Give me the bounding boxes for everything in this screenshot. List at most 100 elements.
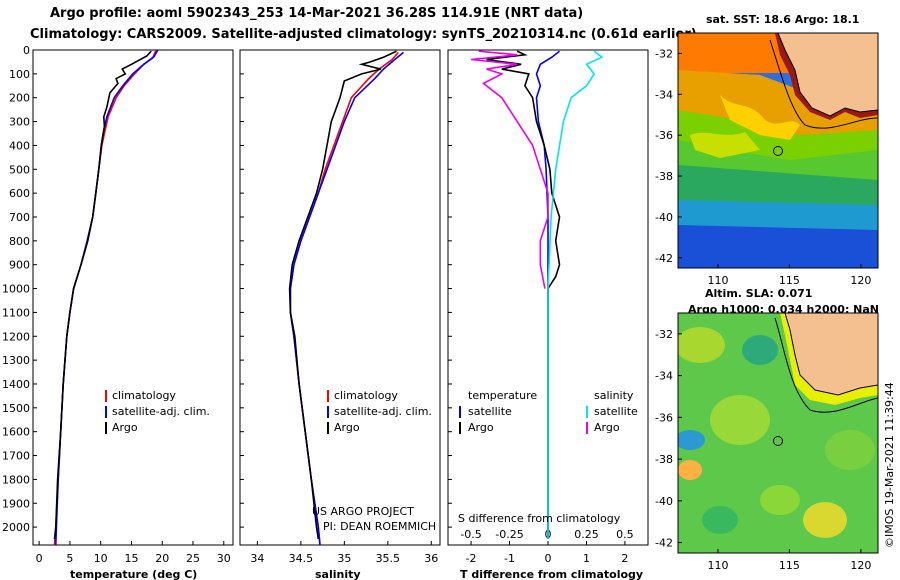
depth-tick-label: 1300 — [2, 354, 30, 367]
depth-tick-label: 1500 — [2, 402, 30, 415]
depth-tick-label: 400 — [9, 139, 30, 152]
legend-temperature-heading: temperature — [468, 389, 537, 402]
depth-tick-label: 1100 — [2, 306, 30, 319]
depth-tick-label: 1900 — [2, 497, 30, 510]
depth-tick-label: 900 — [9, 259, 30, 272]
series-line-argo-temperature- — [486, 50, 561, 539]
lon-tick-label: 120 — [850, 559, 871, 572]
salinity-panel-frame — [239, 49, 441, 546]
lon-tick-label: 120 — [850, 274, 871, 287]
series-line-argo — [53, 50, 152, 540]
legend-t-argo: Argo — [468, 421, 494, 434]
legend-satellite: satellite-adj. clim. — [112, 405, 210, 418]
depth-tick-label: 300 — [9, 116, 30, 129]
depth-tick-label: 1800 — [2, 473, 30, 486]
depth-tick-label: 800 — [9, 235, 30, 248]
difference-series — [471, 50, 604, 539]
series-line-climatology — [289, 51, 399, 545]
legend-salinity-heading: salinity — [594, 389, 634, 402]
s-tick-label: 0.25 — [574, 528, 599, 541]
x-tick-label: 5 — [66, 552, 73, 565]
legend-s-satellite: satellite — [594, 405, 638, 418]
sst-map-frame — [677, 32, 879, 269]
depth-tick-label: 1000 — [2, 283, 30, 296]
lat-tick-label: -40 — [655, 211, 673, 224]
x-tick-label: 35.5 — [376, 552, 401, 565]
temperature-x-axis: 0 5 10 15 20 25 30 — [36, 541, 231, 565]
x-tick-label: -2 — [466, 552, 477, 565]
x-tick-label: 0 — [36, 552, 43, 565]
depth-axis: 0 100 200 300 400 500 600 700 800 900 1000 1100 1200… — [2, 44, 452, 534]
depth-tick-label: 1200 — [2, 330, 30, 343]
s-tick-label: 0.5 — [616, 528, 634, 541]
legend-satellite: satellite-adj. clim. — [334, 405, 432, 418]
sla-map — [678, 313, 878, 553]
lat-tick-label: -36 — [655, 129, 673, 142]
x-tick-label: 35 — [337, 552, 351, 565]
depth-tick-label: 200 — [9, 92, 30, 105]
lon-tick-label: 115 — [779, 274, 800, 287]
sla-lon-axis: 110 115 120 — [708, 549, 871, 572]
depth-tick-label: 2000 — [2, 521, 30, 534]
difference-s-axis: -0.5 -0.25 0 0.25 0.5 — [460, 528, 633, 541]
depth-tick-label: 700 — [9, 211, 30, 224]
legend-argo: Argo — [334, 421, 360, 434]
sla-lat-axis: -32 -34 -36 -38 -40 -42 — [655, 328, 682, 550]
lat-tick-label: -42 — [655, 537, 673, 550]
lat-tick-label: -34 — [655, 370, 673, 383]
difference-legend: temperature salinity satellite Argo sate… — [459, 389, 638, 434]
lat-tick-label: -38 — [655, 170, 673, 183]
lat-tick-label: -36 — [655, 411, 673, 424]
sst-map-title: sat. SST: 18.6 Argo: 18.1 — [706, 13, 859, 26]
sst-argo-location-marker — [773, 146, 783, 156]
depth-tick-label: 1700 — [2, 450, 30, 463]
x-tick-label: 20 — [155, 552, 169, 565]
sst-map — [678, 33, 878, 268]
title-line-2: Climatology: CARS2009. Satellite-adjuste… — [30, 27, 697, 42]
series-line-argo — [288, 50, 397, 540]
lat-tick-label: -32 — [655, 328, 673, 341]
x-tick-label: 36 — [424, 552, 438, 565]
legend-s-argo: Argo — [594, 421, 620, 434]
temperature-panel-frame — [32, 49, 234, 546]
legend-argo: Argo — [112, 421, 138, 434]
timestamp: ©IMOS 19-Mar-2021 11:39:44 — [883, 382, 896, 548]
salinity-series — [288, 50, 405, 545]
series-line-argo-salinity- — [471, 50, 549, 289]
lat-tick-label: -32 — [655, 47, 673, 60]
legend-climatology: climatology — [112, 389, 176, 402]
sla-argo-location-marker — [773, 436, 783, 446]
depth-tick-label: 100 — [9, 68, 30, 81]
sst-lon-axis: 110 115 120 — [708, 264, 871, 287]
x-tick-label: 10 — [94, 552, 108, 565]
series-line-satellite-salinity- — [547, 50, 604, 539]
difference-t-axis: -2 -1 0 1 2 — [466, 541, 628, 565]
lat-tick-label: -40 — [655, 495, 673, 508]
x-tick-label: 34 — [250, 552, 264, 565]
difference-x-label: T difference from climatology — [460, 568, 643, 580]
s-tick-label: -0.5 — [460, 528, 481, 541]
s-tick-label: -0.25 — [495, 528, 523, 541]
depth-tick-label: 500 — [9, 163, 30, 176]
depth-tick-label: 0 — [23, 44, 30, 57]
x-tick-label: 1 — [583, 552, 590, 565]
lon-tick-label: 110 — [708, 274, 729, 287]
lon-tick-label: 115 — [779, 559, 800, 572]
series-line-satellite-adj-clim- — [289, 51, 405, 545]
sla-map-frame — [677, 312, 879, 554]
title-line-1: Argo profile: aoml 5902343_253 14-Mar-20… — [50, 6, 584, 21]
x-tick-label: 0 — [545, 552, 552, 565]
temperature-series — [53, 50, 159, 545]
salinity-legend: climatology satellite-adj. clim. Argo — [327, 389, 432, 434]
x-tick-label: 15 — [124, 552, 138, 565]
temperature-x-label: temperature (deg C) — [70, 568, 197, 580]
salinity-x-axis: 34 34.5 35 35.5 36 — [250, 541, 438, 565]
depth-tick-label: 1400 — [2, 378, 30, 391]
s-difference-label: S difference from climatology — [458, 512, 621, 525]
x-tick-label: 25 — [186, 552, 200, 565]
depth-tick-label: 1600 — [2, 426, 30, 439]
salinity-x-label: salinity — [315, 568, 361, 580]
sst-lat-axis: -32 -34 -36 -38 -40 -42 — [655, 47, 682, 265]
lat-tick-label: -38 — [655, 453, 673, 466]
